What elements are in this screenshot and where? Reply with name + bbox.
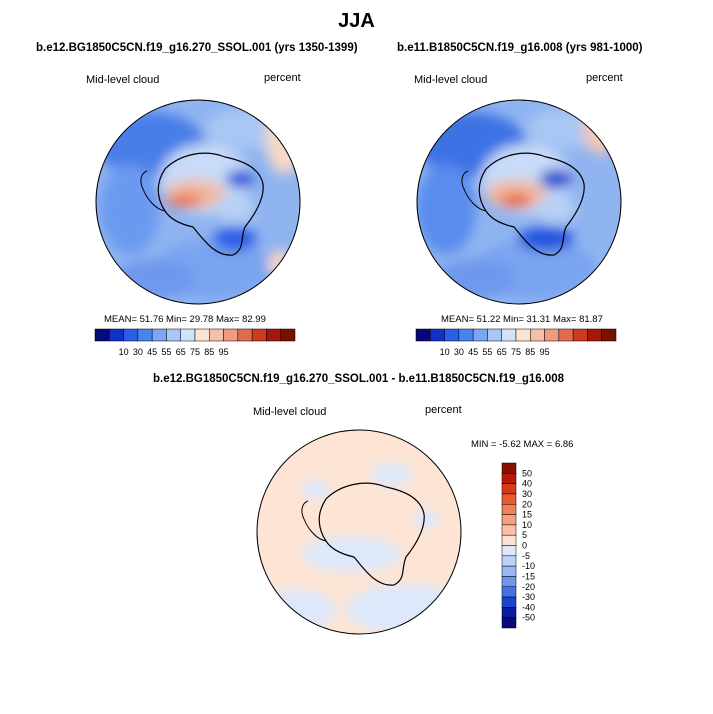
diff-field-label: Mid-level cloud xyxy=(253,406,327,418)
colorbar-label: 65 xyxy=(497,347,507,357)
colorbar-label: 20 xyxy=(522,499,532,509)
colorbar-label: 40 xyxy=(522,479,532,489)
colorbar-cell xyxy=(501,524,517,536)
colorbar-label: 75 xyxy=(190,347,200,357)
colorbar-label: 85 xyxy=(525,347,535,357)
panel-2-units-label: percent xyxy=(586,72,623,84)
figure-title: JJA xyxy=(338,10,375,32)
panel-1-map xyxy=(95,99,301,305)
colorbar-cell xyxy=(501,483,517,495)
colorbar-cell xyxy=(558,328,574,342)
panel-2-stats: MEAN= 51.22 Min= 31.31 Max= 81.87 xyxy=(441,314,603,325)
panel-1-field-label: Mid-level cloud xyxy=(86,74,160,86)
colorbar-cell xyxy=(123,328,139,342)
diff-case-title: b.e12.BG1850C5CN.f19_g16.270_SSOL.001 - … xyxy=(153,373,565,385)
colorbar-label: 0 xyxy=(522,541,527,551)
colorbar-cell xyxy=(166,328,181,342)
colorbar-cell xyxy=(194,328,210,342)
panel-2-field-label: Mid-level cloud xyxy=(414,74,488,86)
colorbar-cell xyxy=(501,565,517,577)
colorbar-cell xyxy=(237,328,253,342)
colorbar-label: 10 xyxy=(522,520,532,530)
colorbar-cell xyxy=(501,586,517,598)
colorbar-cell xyxy=(458,328,474,342)
colorbar-cell xyxy=(501,576,517,587)
colorbar-cell xyxy=(587,328,602,342)
panel-1-stats: MEAN= 51.76 Min= 29.78 Max= 82.99 xyxy=(104,314,266,325)
colorbar-label: 45 xyxy=(147,347,157,357)
colorbar-label: -40 xyxy=(522,602,535,612)
colorbar-cell xyxy=(501,504,517,515)
colorbar-label: -10 xyxy=(522,561,535,571)
colorbar-label: -15 xyxy=(522,571,535,581)
diff-stats: MIN = -5.62 MAX = 6.86 xyxy=(471,439,574,450)
colorbar-cell xyxy=(223,328,239,342)
colorbar-cell xyxy=(501,493,517,505)
colorbar-cell xyxy=(501,555,517,567)
colorbar-cell xyxy=(487,328,502,342)
colorbar-label: 95 xyxy=(540,347,550,357)
colorbar-label: 65 xyxy=(176,347,186,357)
colorbar-label: 30 xyxy=(454,347,464,357)
panel-1-case-title: b.e12.BG1850C5CN.f19_g16.270_SSOL.001 (y… xyxy=(36,42,358,54)
colorbar-cell xyxy=(544,328,560,342)
colorbar-cell xyxy=(251,328,267,342)
colorbar-cell xyxy=(501,514,517,526)
panel-2-map xyxy=(416,99,622,305)
colorbar-label: 45 xyxy=(468,347,478,357)
colorbar-cell xyxy=(266,328,281,342)
colorbar-cell xyxy=(501,328,517,342)
colorbar-label: 55 xyxy=(482,347,492,357)
colorbar-cell xyxy=(137,328,153,342)
colorbar-cell xyxy=(415,328,431,342)
colorbar-cell xyxy=(601,328,617,342)
colorbar-cell xyxy=(501,545,517,557)
colorbar-cell xyxy=(151,328,167,342)
colorbar-cell xyxy=(501,596,517,608)
colorbar-label: 10 xyxy=(440,347,450,357)
colorbar-label: 30 xyxy=(133,347,143,357)
colorbar-label: 85 xyxy=(204,347,214,357)
colorbar-cell xyxy=(109,328,124,342)
colorbar-label: -50 xyxy=(522,613,535,623)
diff-map xyxy=(256,429,462,635)
colorbar-label: -30 xyxy=(522,592,535,602)
colorbar-label: 55 xyxy=(161,347,171,357)
colorbar-cell xyxy=(94,328,110,342)
colorbar-label: 30 xyxy=(522,489,532,499)
colorbar-cell xyxy=(530,328,545,342)
colorbar-cell xyxy=(501,534,517,546)
diff-units-label: percent xyxy=(425,404,462,416)
colorbar-cell xyxy=(501,617,517,629)
colorbar-label: -20 xyxy=(522,582,535,592)
colorbar-cell xyxy=(209,328,224,342)
colorbar-label: 5 xyxy=(522,530,527,540)
panel-1-units-label: percent xyxy=(264,72,301,84)
colorbar-cell xyxy=(501,462,517,474)
colorbar-cell xyxy=(515,328,531,342)
colorbar-cell xyxy=(430,328,445,342)
colorbar-label: 75 xyxy=(511,347,521,357)
colorbar-cell xyxy=(501,607,517,618)
panel-2-case-title: b.e11.B1850C5CN.f19_g16.008 (yrs 981-100… xyxy=(397,42,643,54)
colorbar-cell xyxy=(180,328,196,342)
colorbar-label: 50 xyxy=(522,468,532,478)
colorbar-cell xyxy=(501,473,517,484)
colorbar-label: -5 xyxy=(522,551,530,561)
colorbar-cell xyxy=(472,328,488,342)
colorbar-cell xyxy=(280,328,296,342)
colorbar-label: 10 xyxy=(119,347,129,357)
panel-1-colorbar: 10 30 45 55 65 75 85 95 xyxy=(94,328,296,357)
colorbar-cell xyxy=(572,328,588,342)
colorbar-label: 15 xyxy=(522,510,532,520)
panel-2-colorbar: 10 30 45 55 65 75 85 95 xyxy=(415,328,617,357)
colorbar-cell xyxy=(444,328,460,342)
colorbar-label: 95 xyxy=(219,347,229,357)
